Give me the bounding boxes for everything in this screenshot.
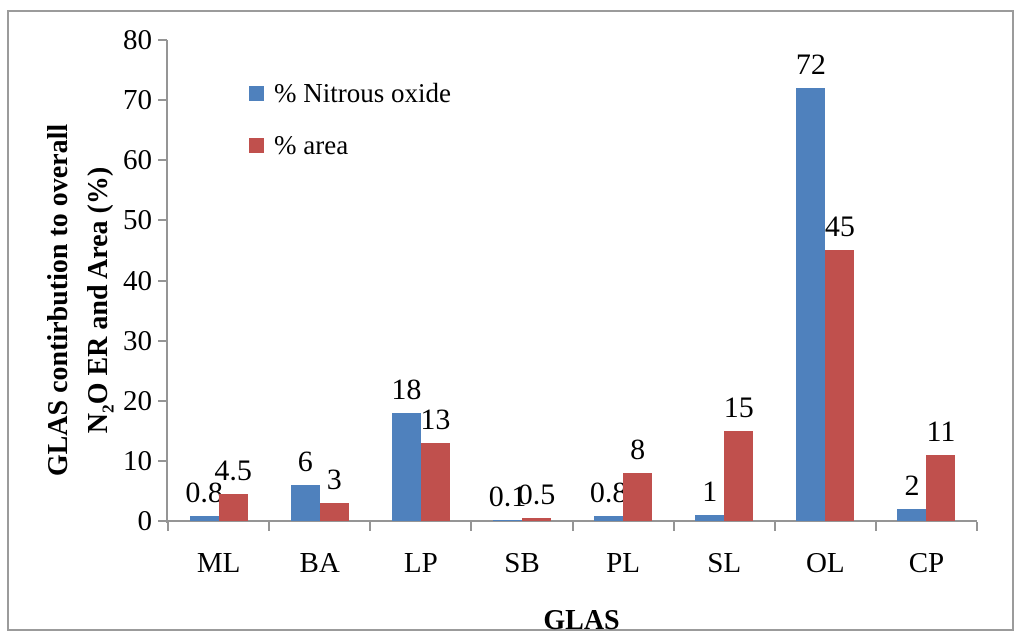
y-axis-line bbox=[166, 40, 168, 523]
legend: % Nitrous oxide % area bbox=[249, 78, 451, 182]
legend-label-nitrous-oxide: % Nitrous oxide bbox=[274, 78, 451, 108]
bar-label-pl-nitrous: 0.8 bbox=[589, 476, 628, 509]
x-tick-mark bbox=[167, 522, 169, 531]
x-category-label: ML bbox=[196, 547, 241, 579]
bar-ba-nitrous bbox=[290, 485, 320, 521]
bar-label-lp-nitrous: 18 bbox=[391, 373, 422, 406]
bar-ml-nitrous bbox=[189, 516, 219, 521]
legend-label-area: % area bbox=[274, 130, 349, 160]
bar-label-pl-area: 8 bbox=[630, 433, 646, 466]
x-tick-mark bbox=[773, 522, 776, 531]
x-category-label: SL bbox=[707, 547, 742, 579]
y-tick-mark bbox=[158, 99, 167, 102]
bar-pl-nitrous bbox=[594, 516, 624, 521]
y-tick-mark bbox=[158, 399, 167, 402]
x-tick-mark bbox=[369, 522, 372, 531]
bar-label-cp-area: 11 bbox=[926, 415, 956, 448]
x-tick-mark bbox=[976, 522, 978, 531]
bar-sl-nitrous bbox=[695, 515, 725, 521]
bar-label-sb-nitrous: 0.1 bbox=[488, 480, 527, 513]
bar-sl-area bbox=[724, 431, 754, 521]
bar-label-sb-area: 0.5 bbox=[517, 478, 556, 511]
x-axis-line bbox=[166, 520, 977, 522]
y-axis-title-line1: GLAS contirbution to overall bbox=[43, 123, 74, 477]
bar-ba-area bbox=[319, 503, 349, 521]
x-category-label: OL bbox=[805, 547, 845, 579]
bar-sb-nitrous bbox=[492, 520, 522, 521]
x-tick-mark bbox=[874, 522, 877, 531]
chart-frame: GLAS contirbution to overall N2O ER and … bbox=[7, 10, 1014, 636]
bar-sb-area bbox=[521, 518, 551, 521]
x-category-label: LP bbox=[403, 547, 438, 579]
x-tick-mark bbox=[571, 522, 574, 531]
y-tick-mark bbox=[158, 520, 167, 522]
bar-ol-nitrous bbox=[796, 88, 826, 521]
bar-label-ol-nitrous: 72 bbox=[795, 48, 826, 81]
bar-cp-nitrous bbox=[897, 509, 927, 521]
bar-label-sl-area: 15 bbox=[723, 391, 754, 424]
bar-cp-area bbox=[926, 455, 956, 521]
y-tick-label: 30 bbox=[123, 324, 152, 357]
bar-ml-area bbox=[218, 494, 248, 521]
y-tick-mark bbox=[158, 219, 167, 222]
x-axis-title: GLAS bbox=[543, 605, 620, 636]
y-tick-mark bbox=[158, 459, 167, 462]
y-tick-label: 20 bbox=[123, 384, 152, 417]
bar-label-ml-area: 4.5 bbox=[214, 454, 252, 487]
x-category-label: PL bbox=[606, 547, 640, 579]
bar-label-ml-nitrous: 0.8 bbox=[185, 476, 223, 509]
y-tick-label: 60 bbox=[123, 144, 152, 177]
x-category-label: BA bbox=[299, 547, 340, 579]
bar-lp-area bbox=[420, 443, 450, 521]
y-tick-label: 50 bbox=[123, 204, 152, 237]
x-tick-mark bbox=[672, 522, 675, 531]
x-category-label: CP bbox=[908, 547, 945, 579]
bar-label-ol-area: 45 bbox=[824, 210, 855, 243]
bar-lp-nitrous bbox=[391, 413, 421, 521]
y-tick-mark bbox=[158, 339, 167, 342]
bar-label-lp-area: 13 bbox=[420, 403, 451, 436]
y-tick-mark bbox=[158, 159, 167, 162]
bar-label-sl-nitrous: 1 bbox=[702, 475, 718, 508]
y-tick-mark bbox=[158, 39, 167, 41]
bar-ol-area bbox=[825, 250, 855, 521]
y-tick-label: 70 bbox=[123, 84, 152, 117]
bar-pl-area bbox=[623, 473, 653, 521]
bar-label-ba-area: 3 bbox=[326, 463, 342, 496]
x-tick-mark bbox=[470, 522, 473, 531]
bar-label-cp-nitrous: 2 bbox=[904, 469, 920, 502]
y-tick-mark bbox=[158, 279, 167, 282]
x-category-label: SB bbox=[504, 547, 540, 579]
y-tick-label: 10 bbox=[123, 444, 152, 477]
legend-swatch-area bbox=[249, 137, 264, 153]
y-tick-label: 0 bbox=[137, 505, 153, 537]
legend-item-area: % area bbox=[249, 130, 451, 160]
y-tick-label: 80 bbox=[123, 24, 152, 56]
legend-item-nitrous-oxide: % Nitrous oxide bbox=[249, 78, 451, 108]
x-tick-mark bbox=[268, 522, 271, 531]
bar-label-ba-nitrous: 6 bbox=[297, 445, 313, 478]
legend-swatch-nitrous-oxide bbox=[249, 85, 264, 101]
y-tick-label: 40 bbox=[123, 264, 152, 297]
